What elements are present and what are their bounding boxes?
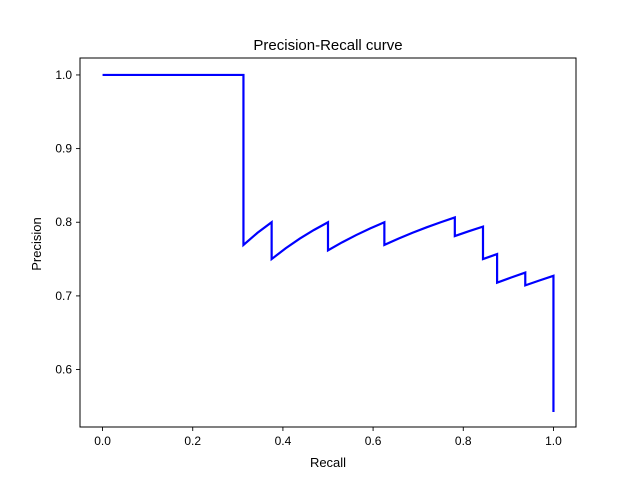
series-line-precision-recall [102,73,555,412]
chart-title: Precision-Recall curve [253,37,402,54]
y-tick-label: 0.8 [55,215,72,229]
y-axis-label: Precision [29,217,44,270]
x-tick-label: 0.0 [94,434,111,448]
y-tick-label: 0.9 [55,142,72,156]
y-axis: 0.6 0.7 0.8 0.9 1.0 [55,68,80,377]
y-tick-label: 1.0 [55,68,72,82]
x-axis: 0.0 0.2 0.4 0.6 0.8 1.0 [94,427,562,448]
x-tick-label: 0.2 [184,434,201,448]
x-tick-label: 0.8 [455,434,472,448]
y-tick-label: 0.7 [55,289,72,303]
x-tick-label: 1.0 [545,434,562,448]
plot-area [102,73,555,412]
y-tick-label: 0.6 [55,363,72,377]
x-tick-label: 0.6 [365,434,382,448]
x-tick-label: 0.4 [275,434,292,448]
x-axis-label: Recall [310,455,346,470]
axes-frame [79,57,577,428]
